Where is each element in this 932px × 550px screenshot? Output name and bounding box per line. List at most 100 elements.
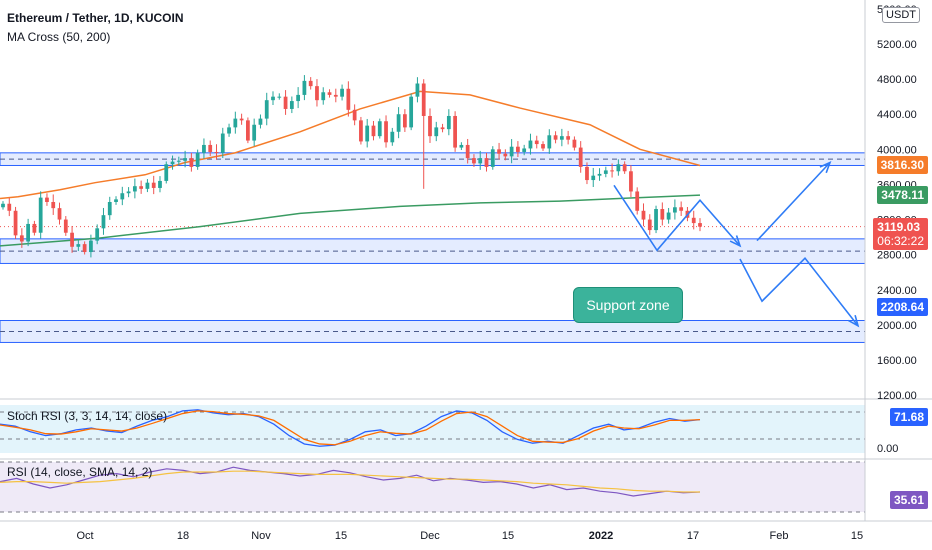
candle-body (183, 158, 187, 161)
candle-body (252, 124, 257, 141)
candle-body (472, 158, 476, 164)
candle-body (258, 118, 263, 125)
candle-body (597, 173, 602, 176)
candle-body (170, 161, 175, 165)
candle-body (616, 164, 621, 172)
candle-body (277, 96, 282, 98)
candle-body (666, 212, 671, 220)
candle-body (101, 215, 106, 229)
ma-200-line (0, 194, 701, 247)
candle-body (107, 202, 112, 216)
candle-body (227, 127, 231, 134)
candle-body (541, 144, 545, 149)
candle-body (622, 164, 627, 172)
candle-body (359, 120, 363, 142)
candle-body (76, 244, 81, 247)
candle-body (371, 125, 376, 137)
rsi-series-1 (0, 470, 700, 493)
candle-body (415, 83, 420, 97)
y-tick-label: 1600.00 (877, 355, 917, 367)
candle-body (340, 88, 344, 97)
x-tick-label: Dec (420, 530, 440, 542)
candle-body (635, 191, 640, 211)
stoch-tick-label: 0.00 (877, 443, 898, 455)
y-tick-label: 4800.00 (877, 74, 917, 86)
candle-body (566, 136, 571, 140)
forecast-arrow-up-head (819, 160, 832, 174)
candle-body (402, 114, 407, 128)
candle-body (698, 223, 702, 227)
y-tick-label: 4000.00 (877, 144, 917, 156)
candle-body (296, 94, 301, 102)
x-tick-label: 15 (851, 530, 863, 542)
projection-arrow-head (729, 235, 742, 248)
y-tick-label: 2400.00 (877, 285, 917, 297)
candle-layer (1, 75, 702, 258)
candle-body (164, 164, 169, 181)
y-tick-label: 4400.00 (877, 109, 917, 121)
candle-body (591, 175, 596, 181)
chart-title: Ethereum / Tether, 1D, KUCOIN (7, 11, 184, 25)
candle-body (57, 208, 62, 220)
candle-body (629, 171, 633, 192)
candle-body (377, 121, 382, 137)
rsi-label: RSI (14, close, SMA, 14, 2) (7, 465, 153, 479)
candle-body (522, 148, 527, 152)
candle-body (490, 149, 495, 167)
x-tick-label: 18 (177, 530, 189, 542)
candle-body (239, 118, 244, 121)
y-tick-label: 1200.00 (877, 390, 917, 402)
support-zone-callout: Support zone (573, 287, 683, 323)
candle-body (409, 96, 414, 128)
candle-body (13, 210, 18, 236)
candle-body (333, 94, 338, 97)
indicator-label: MA Cross (50, 200) (7, 30, 111, 44)
ma-50-line (0, 90, 701, 200)
candle-body (509, 146, 514, 157)
candle-body (352, 109, 357, 121)
currency-selector[interactable]: USDT (882, 7, 920, 23)
candle-body (465, 144, 470, 159)
x-tick-label: 2022 (589, 530, 613, 542)
candle-body (459, 144, 464, 148)
stoch-rsi-label: Stoch RSI (3, 3, 14, 14, close) (7, 409, 168, 423)
x-tick-label: 15 (502, 530, 514, 542)
candle-body (302, 80, 307, 95)
candle-body (572, 139, 577, 148)
candle-body (19, 235, 24, 242)
forecast-arrow-down (739, 256, 859, 327)
candle-body (547, 135, 552, 149)
forecast-arrow-down-head (847, 314, 860, 328)
candle-body (220, 133, 225, 153)
candle-body (647, 219, 652, 231)
candle-body (603, 170, 608, 174)
candle-body (283, 96, 288, 109)
candle-body (308, 80, 313, 87)
candle-body (434, 127, 439, 137)
candle-body (453, 115, 457, 148)
candle-body (553, 135, 558, 140)
candle-body (45, 197, 49, 202)
candle-body (114, 199, 118, 202)
candle-body (610, 170, 614, 172)
candle-body (497, 149, 501, 154)
candle-body (176, 160, 181, 162)
candle-body (7, 203, 12, 211)
candle-body (672, 207, 677, 213)
indicator-panes (0, 405, 865, 513)
candle-body (390, 131, 395, 143)
x-tick-label: Oct (76, 530, 93, 542)
candle-body (327, 92, 332, 95)
candle-body (26, 223, 31, 242)
candle-body (503, 153, 508, 157)
candle-body (315, 86, 319, 101)
candle-body (189, 158, 194, 167)
candle-body (246, 120, 250, 141)
candle-body (132, 186, 137, 192)
candle-body (89, 240, 93, 253)
candle-body (120, 193, 125, 200)
candle-body (63, 219, 68, 233)
x-tick-label: 15 (335, 530, 347, 542)
candle-body (289, 101, 294, 109)
